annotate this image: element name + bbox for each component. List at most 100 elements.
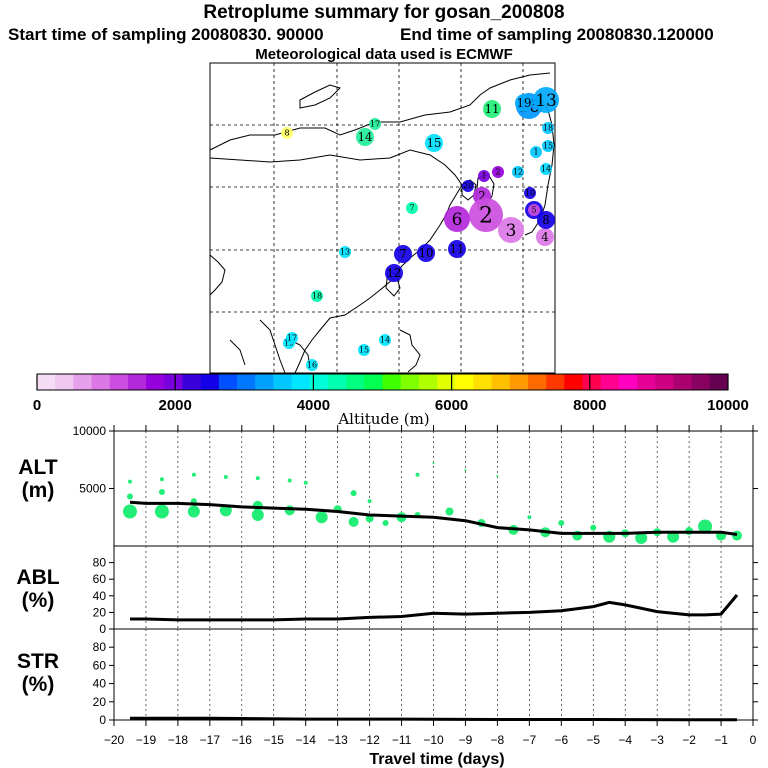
map-marker-dot <box>524 187 536 199</box>
map-marker-dot <box>356 128 374 146</box>
map-marker-label: 11 <box>450 242 465 256</box>
altitude-point <box>303 480 308 485</box>
str-label-line1: STR <box>17 650 59 673</box>
map-marker: 7 <box>406 202 418 214</box>
altitude-point <box>464 469 467 472</box>
map-marker-label: 5 <box>531 206 536 215</box>
map-marker-dot <box>306 359 318 371</box>
colorbar-swatch <box>527 374 547 390</box>
map-marker-label: 14 <box>380 336 390 345</box>
map-marker-dot <box>512 166 524 178</box>
abl-panel: 0 20 40 60 80 <box>93 545 758 636</box>
map-marker-label: 20 <box>463 182 473 191</box>
x-tick-label: −13 <box>327 733 348 747</box>
altitude-point <box>367 499 372 504</box>
alt-panel: 5000 10000 <box>73 424 758 547</box>
map-marker-label: 18 <box>543 124 553 133</box>
map-marker: 14 <box>356 128 374 146</box>
colorbar-swatch <box>491 374 511 390</box>
map-marker-dot <box>492 166 504 178</box>
retroplume-map: 8111417151613191815141122120109262345778… <box>209 62 559 374</box>
colorbar-swatch <box>618 374 638 390</box>
map-marker-dot <box>394 245 412 263</box>
altitude-point <box>187 505 200 518</box>
map-marker: 8 <box>281 127 293 139</box>
map-marker-label: 7 <box>409 204 414 213</box>
x-tick-label: −2 <box>682 733 696 747</box>
map-marker: 10 <box>417 244 435 262</box>
colorbar-swatch <box>237 374 256 390</box>
x-tick-label: −9 <box>459 733 473 747</box>
x-tick-label: −19 <box>136 733 157 747</box>
y-tick-label: 20 <box>93 605 107 619</box>
map-marker-dot <box>533 87 559 113</box>
map-marker: 18 <box>311 290 323 302</box>
altitude-point <box>732 530 743 541</box>
colorbar-swatch <box>400 374 420 390</box>
map-marker: 4 <box>536 228 554 246</box>
map-marker-dot <box>542 122 554 134</box>
map-marker-dot <box>462 180 474 192</box>
series-line <box>130 594 739 622</box>
colorbar-swatch <box>582 374 602 390</box>
x-tick-label: −17 <box>200 733 221 747</box>
colorbar-swatch <box>637 374 656 390</box>
map-marker-dot <box>498 217 524 243</box>
map-marker-dot <box>540 163 552 175</box>
map-marker-label: 6 <box>452 209 463 229</box>
alt-label-line2: (m) <box>21 479 55 502</box>
colorbar-swatch <box>364 374 383 390</box>
altitude-point <box>191 472 196 477</box>
x-tick-label: −6 <box>554 733 568 747</box>
colorbar-swatch <box>255 374 274 390</box>
map-marker-label: 15 <box>543 142 553 151</box>
colorbar-swatch <box>691 374 711 390</box>
map-marker-dot <box>528 204 540 216</box>
map-marker-label: 11 <box>485 102 500 116</box>
map-marker-dot <box>311 290 323 302</box>
colorbar-swatch <box>418 374 438 390</box>
met-data-label: Meteorological data used is ECMWF <box>255 46 513 63</box>
map-marker-dot <box>286 332 298 344</box>
map-marker-label: 10 <box>525 189 535 198</box>
altitude-point <box>698 519 713 534</box>
altitude-point <box>252 500 263 511</box>
map-marker-dot <box>448 240 466 258</box>
abl-label-line2: (%) <box>21 589 55 612</box>
map-marker-label: 3 <box>506 220 517 240</box>
map-marker: 1 <box>478 170 490 182</box>
colorbar-swatch <box>146 374 165 390</box>
altitude-point <box>287 478 292 483</box>
map-marker-label: 18 <box>312 292 322 301</box>
altitude-point <box>255 476 260 481</box>
y-tick-label: 5000 <box>79 482 106 496</box>
map-marker: 19 <box>515 94 533 112</box>
x-tick-label: 0 <box>750 733 757 747</box>
map-marker-label: 4 <box>541 230 548 244</box>
altitude-point <box>315 511 328 524</box>
map-marker: 2 <box>492 166 504 178</box>
x-tick-label: −7 <box>523 733 537 747</box>
map-marker: 15 <box>542 140 554 152</box>
map-gridlines <box>210 63 555 373</box>
x-tick-label: −10 <box>423 733 444 747</box>
map-marker-label: 19 <box>284 339 294 348</box>
map-marker: 6 <box>444 206 470 232</box>
y-tick-label: 80 <box>93 640 107 654</box>
colorbar-swatch <box>673 374 693 390</box>
colorbar-swatch <box>200 374 220 390</box>
colorbar-swatch <box>509 374 529 390</box>
map-marker-label: 14 <box>541 165 551 174</box>
map-marker-label: 13 <box>535 90 557 110</box>
altitude-point <box>496 474 499 477</box>
colorbar-swatch <box>91 374 111 390</box>
map-marker-dot <box>542 140 554 152</box>
series-line <box>129 500 738 536</box>
colorbar-swatch <box>655 374 674 390</box>
y-tick-label: 60 <box>93 572 107 586</box>
colorbar-tick-label: 10000 <box>707 397 749 414</box>
map-marker-label: 1 <box>533 148 538 157</box>
map-marker-dot <box>417 244 435 262</box>
colorbar-swatch <box>218 374 238 390</box>
altitude-point <box>158 488 165 495</box>
